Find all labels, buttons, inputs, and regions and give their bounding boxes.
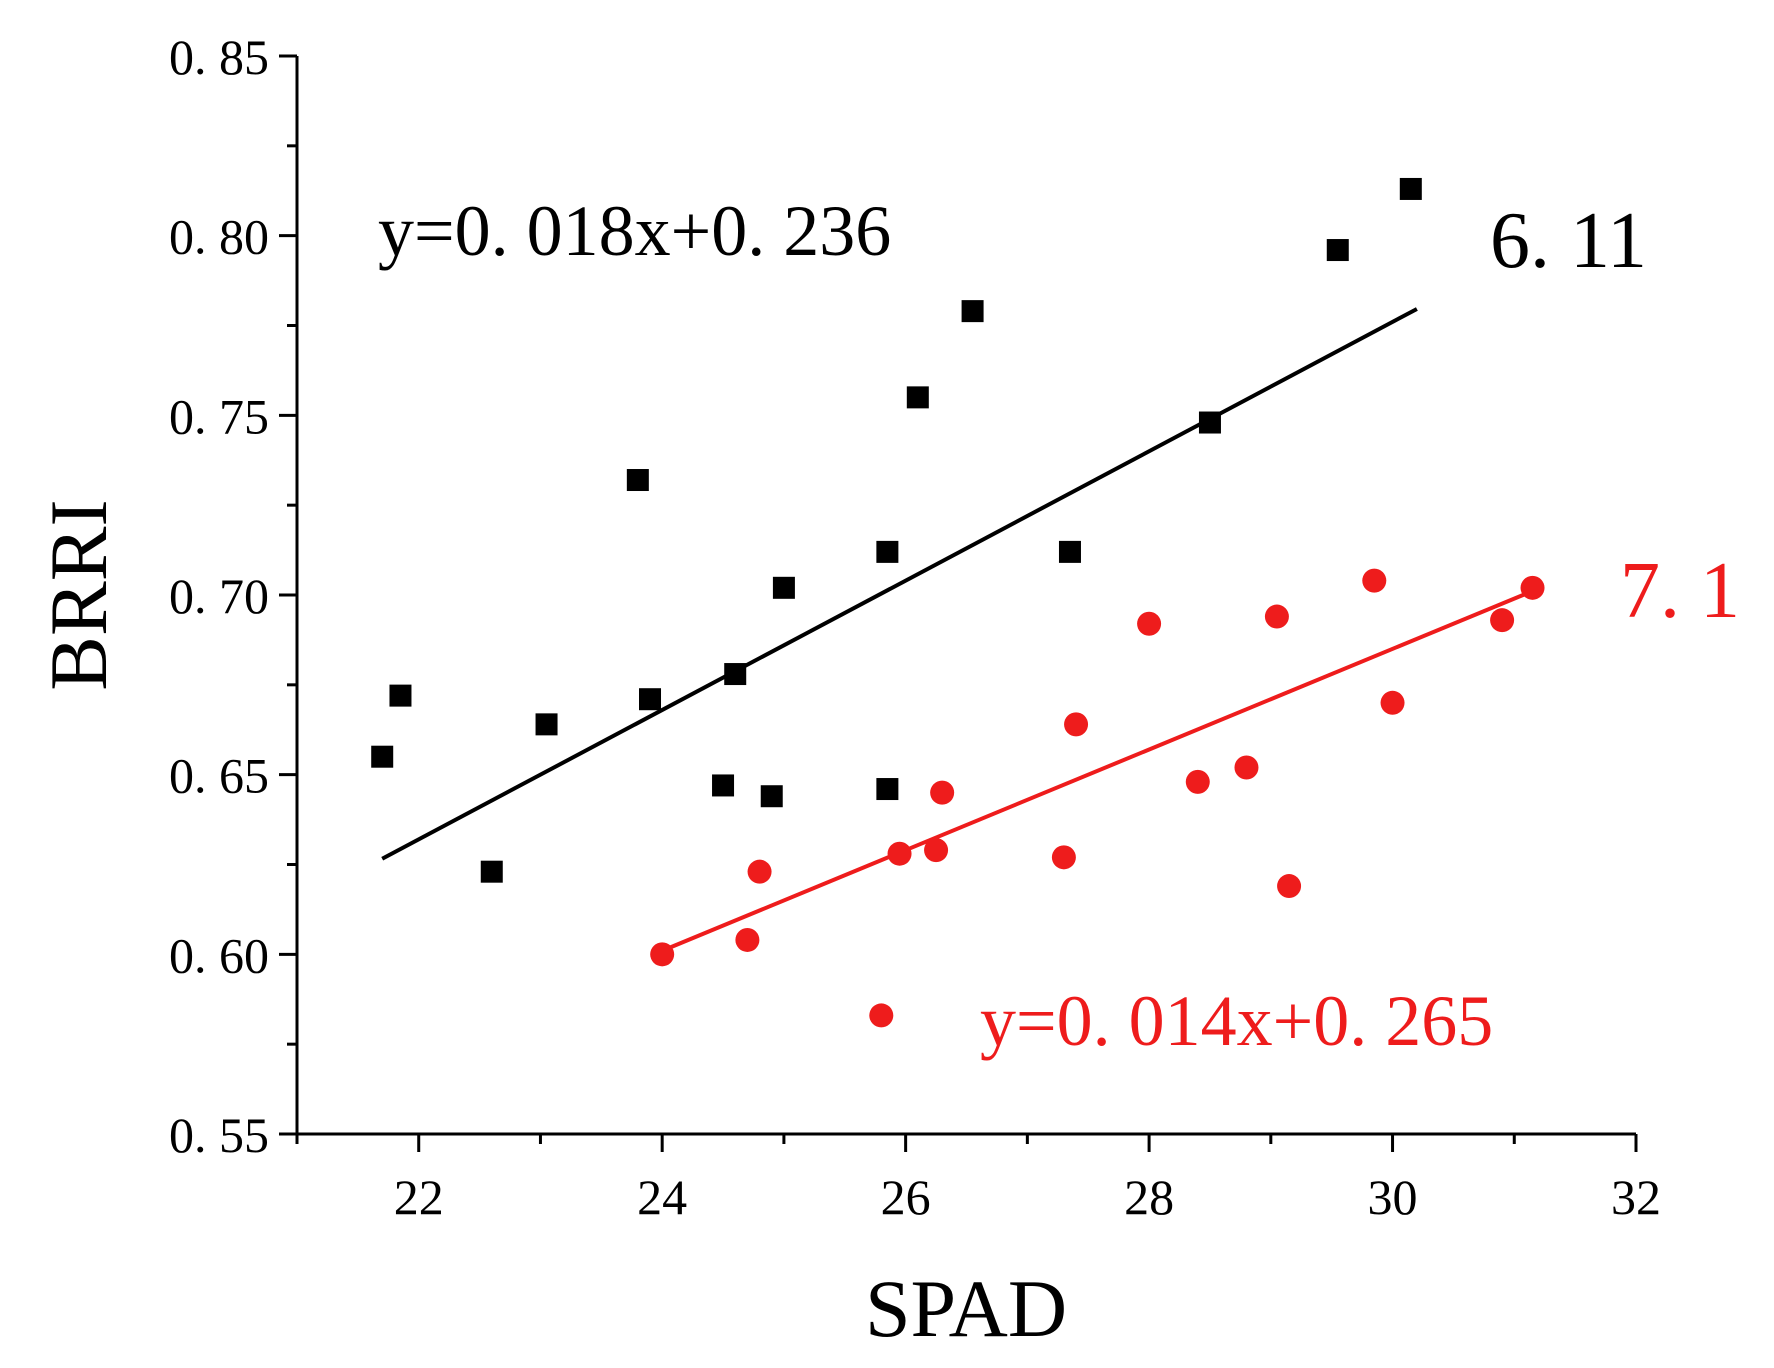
x-axis-title: SPAD <box>865 1263 1067 1354</box>
y-tick-label: 0. 70 <box>169 568 269 624</box>
y-tick-label: 0. 65 <box>169 748 269 804</box>
series-2-point <box>1490 608 1515 633</box>
series-1-point <box>480 860 503 883</box>
series-1-point <box>639 688 662 711</box>
series-1-point <box>760 785 783 808</box>
series-2-point <box>1137 611 1162 636</box>
series-1-point <box>961 300 984 323</box>
series-1-point <box>724 663 747 686</box>
series-2-point <box>1380 690 1405 715</box>
series-1-point <box>1198 411 1221 434</box>
x-tick-label: 26 <box>881 1169 931 1225</box>
series-1-point <box>712 774 735 797</box>
y-tick-label: 0. 55 <box>169 1107 269 1163</box>
series-1-point <box>626 469 649 492</box>
x-tick-label: 22 <box>394 1169 444 1225</box>
y-tick-label: 0. 60 <box>169 927 269 983</box>
series-1-point <box>1058 540 1081 563</box>
series-2-point <box>735 927 760 952</box>
series-2-point <box>924 838 949 863</box>
series-2-point <box>1051 845 1076 870</box>
series-2-fit-line <box>661 589 1534 953</box>
y-axis-title: BRRI <box>33 499 124 690</box>
series-2-point <box>930 780 955 805</box>
series-1-point <box>876 778 899 801</box>
series-1-label: 6. 11 <box>1490 197 1647 285</box>
series-1-point <box>906 386 929 409</box>
series-1-point <box>1399 177 1422 200</box>
y-tick-label: 0. 75 <box>169 388 269 444</box>
series-1-point <box>389 684 412 707</box>
series-1-equation: y=0. 018x+0. 236 <box>378 191 891 271</box>
series-2-point <box>887 841 912 866</box>
series-2-point <box>1520 575 1545 600</box>
series-2-point <box>747 859 772 884</box>
series-2-point <box>869 1003 894 1028</box>
data-points <box>371 177 1545 1028</box>
series-2-equation: y=0. 014x+0. 265 <box>980 981 1493 1061</box>
series-1-point <box>535 713 558 736</box>
series-1-fit-line <box>381 307 1418 861</box>
series-1-point <box>772 576 795 599</box>
series-2-point <box>1264 604 1289 629</box>
series-2-point <box>1185 769 1210 794</box>
x-tick-label: 32 <box>1611 1169 1661 1225</box>
y-tick-label: 0. 85 <box>169 29 269 85</box>
x-tick-label: 24 <box>637 1169 687 1225</box>
series-1-point <box>876 540 899 563</box>
series-2-point <box>1277 874 1302 899</box>
fit-lines <box>381 307 1534 953</box>
series-2-label: 7. 1 <box>1620 547 1740 635</box>
series-1-point <box>1326 239 1349 262</box>
x-tick-label: 28 <box>1124 1169 1174 1225</box>
series-2-point <box>650 942 675 967</box>
ticks: 0. 55 0. 60 0. 65 0. 70 0. 75 0. 80 0. 85 22 24 2… <box>169 29 1661 1225</box>
series-1-point <box>371 745 394 768</box>
series-2-point <box>1064 712 1089 737</box>
x-tick-label: 30 <box>1368 1169 1418 1225</box>
y-tick-label: 0. 80 <box>169 209 269 265</box>
series-2-point <box>1362 568 1387 593</box>
series-2-point <box>1234 755 1259 780</box>
